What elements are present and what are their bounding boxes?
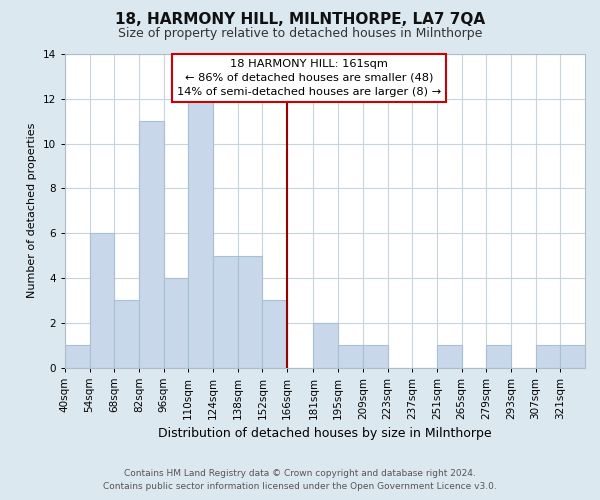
- Bar: [114, 300, 139, 368]
- Bar: [238, 256, 262, 368]
- Text: Contains HM Land Registry data © Crown copyright and database right 2024.
Contai: Contains HM Land Registry data © Crown c…: [103, 469, 497, 491]
- Bar: [313, 322, 338, 368]
- Bar: [89, 233, 114, 368]
- Bar: [486, 345, 511, 368]
- Bar: [164, 278, 188, 368]
- Bar: [437, 345, 461, 368]
- Text: 18, HARMONY HILL, MILNTHORPE, LA7 7QA: 18, HARMONY HILL, MILNTHORPE, LA7 7QA: [115, 12, 485, 28]
- Bar: [363, 345, 388, 368]
- Bar: [262, 300, 287, 368]
- Bar: [560, 345, 585, 368]
- Text: 18 HARMONY HILL: 161sqm
← 86% of detached houses are smaller (48)
14% of semi-de: 18 HARMONY HILL: 161sqm ← 86% of detache…: [177, 58, 442, 96]
- Bar: [536, 345, 560, 368]
- Y-axis label: Number of detached properties: Number of detached properties: [27, 123, 37, 298]
- Text: Size of property relative to detached houses in Milnthorpe: Size of property relative to detached ho…: [118, 28, 482, 40]
- Bar: [139, 121, 164, 368]
- Bar: [188, 99, 213, 367]
- Bar: [213, 256, 238, 368]
- Bar: [65, 345, 89, 368]
- Bar: [338, 345, 363, 368]
- X-axis label: Distribution of detached houses by size in Milnthorpe: Distribution of detached houses by size …: [158, 427, 492, 440]
